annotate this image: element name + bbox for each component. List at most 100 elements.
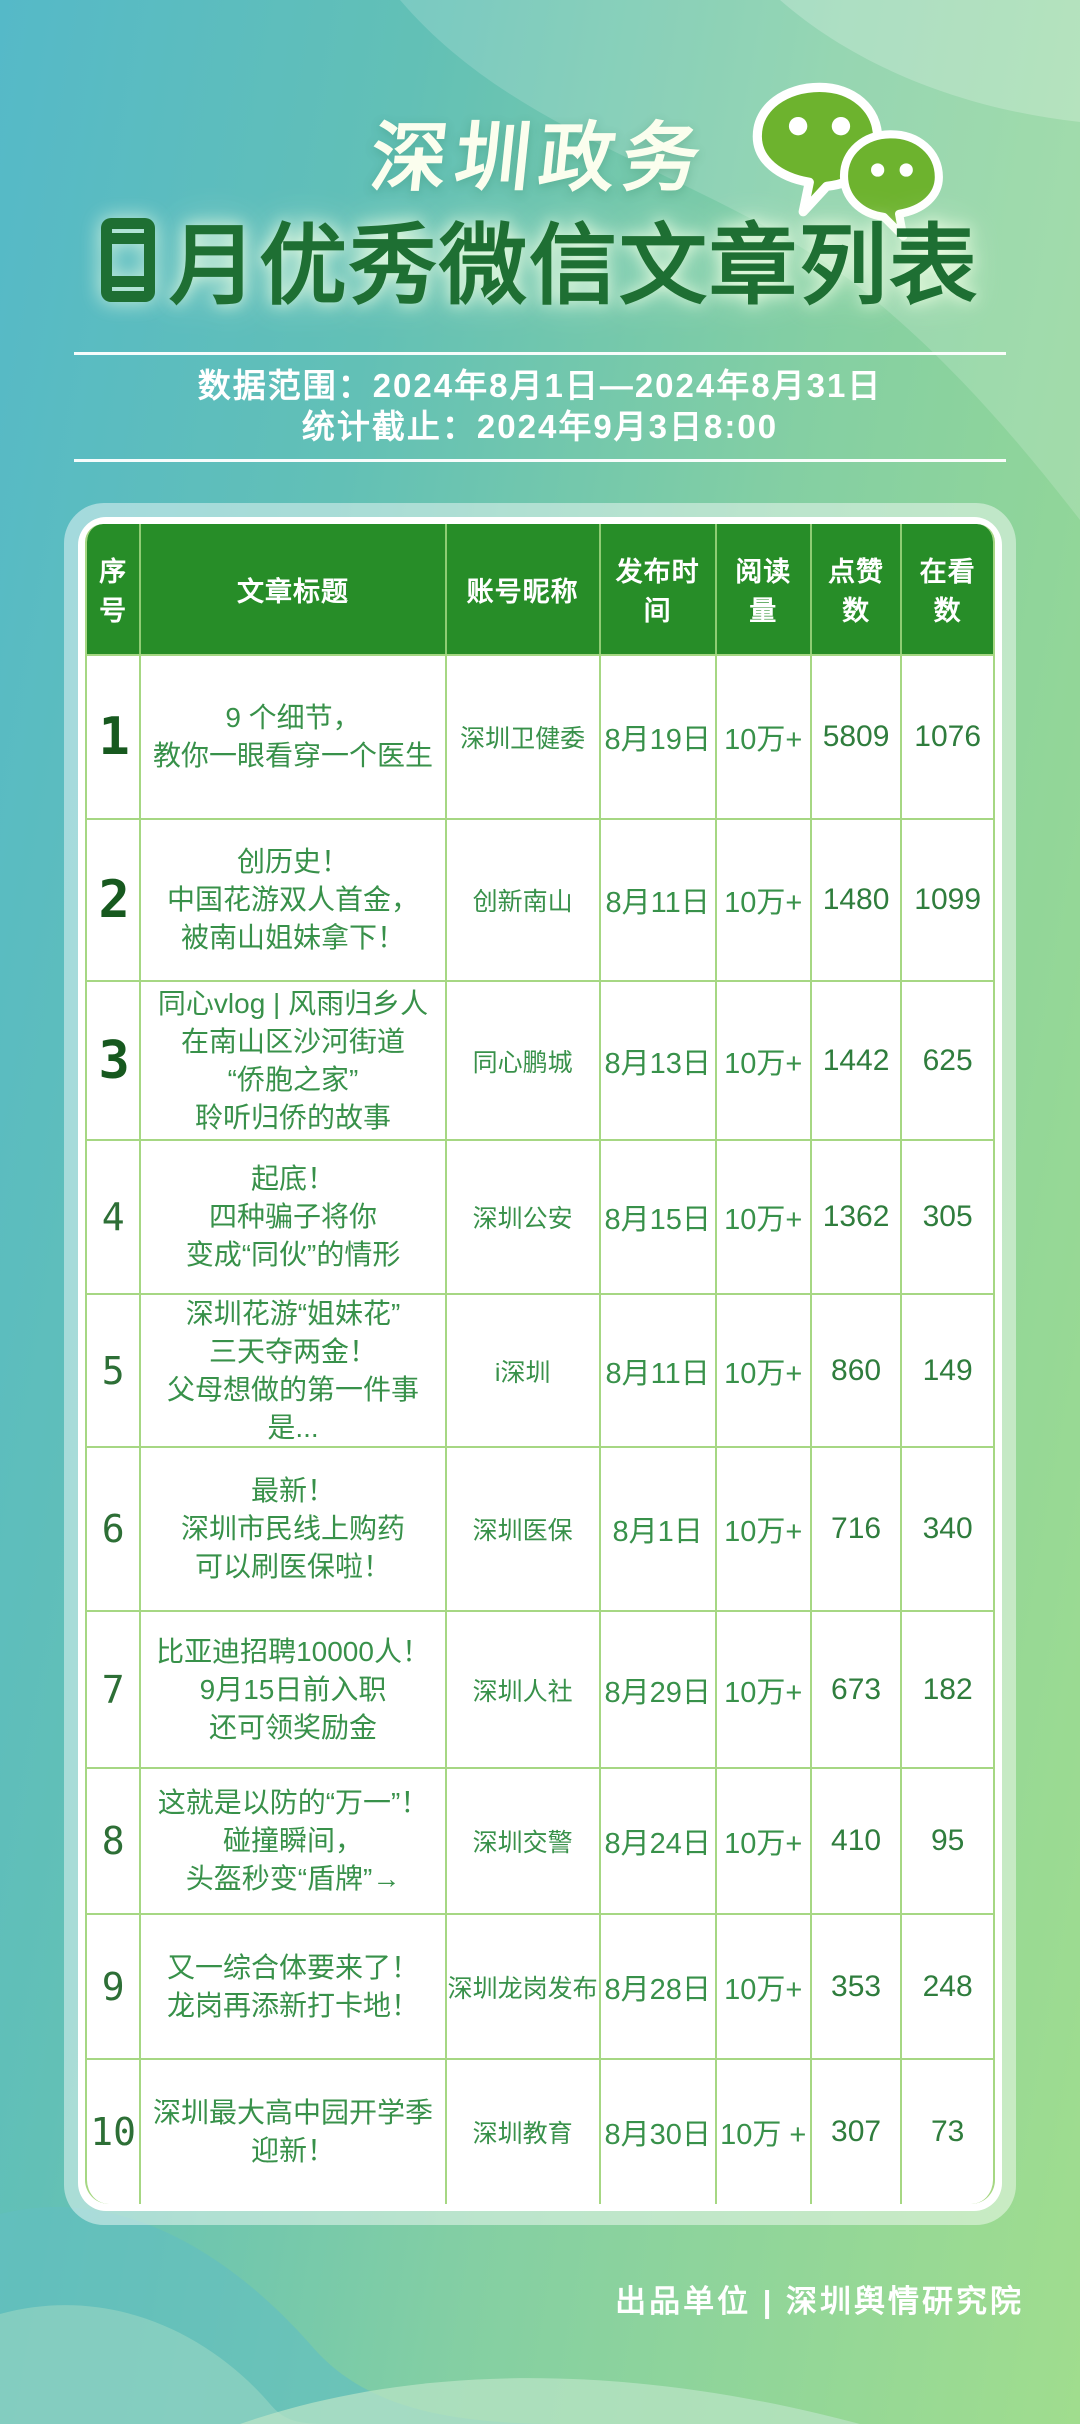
- rank-cell: 2: [87, 820, 142, 980]
- views-cell: 1076: [914, 720, 982, 753]
- date-cell: 8月11日: [601, 1295, 717, 1446]
- col-header-views: 在看数: [919, 557, 976, 626]
- table-row: 4 起底！ 四种骗子将你 变成“同伙”的情形 深圳公安 8月15日 10万+ 1…: [87, 1141, 993, 1295]
- title-cell: 同心vlog | 风雨归乡人 在南山区沙河街道 “侨胞之家” 聆听归侨的故事: [141, 982, 447, 1139]
- title-digit-8: [100, 218, 155, 302]
- account-cell: i深圳: [447, 1295, 601, 1446]
- title-text: 月优秀微信文章列表: [168, 216, 979, 315]
- col-header-reads: 阅读量: [717, 524, 812, 654]
- reads-cell: 10万+: [717, 1295, 812, 1446]
- col-header-likes: 点赞数: [812, 524, 903, 654]
- title-cell: 最新！ 深圳市民线上购药 可以刷医保啦！: [141, 1448, 447, 1610]
- date-cell: 8月30日: [601, 2060, 717, 2204]
- reads-cell: 10万+: [717, 1915, 812, 2058]
- likes-cell: 673: [812, 1612, 903, 1767]
- reads-cell: 10万 +: [717, 2060, 812, 2204]
- date-cell: 8月15日: [601, 1141, 717, 1293]
- reads-cell: 10万+: [717, 982, 812, 1139]
- likes-cell: 1480: [812, 820, 903, 980]
- table-row: 6 最新！ 深圳市民线上购药 可以刷医保啦！ 深圳医保 8月1日 10万+ 71…: [87, 1448, 993, 1612]
- page-title: 月优秀微信文章列表: [0, 216, 1080, 316]
- table-row: 9 又一综合体要来了！ 龙岗再添新打卡地！ 深圳龙岗发布 8月28日 10万+ …: [87, 1915, 993, 2060]
- title-cell: 9 个细节， 教你一眼看穿一个医生: [141, 656, 447, 818]
- articles-table: 序号 文章标题 账号昵称 发布时间 阅读量 点赞数 在看数 1 9 个细节， 教…: [85, 524, 995, 2204]
- views-cell: 305: [922, 1200, 973, 1233]
- account-cell: 深圳人社: [447, 1612, 601, 1767]
- views-cell: 149: [922, 1353, 973, 1387]
- views-cell: 73: [930, 2115, 965, 2148]
- table-row: 3 同心vlog | 风雨归乡人 在南山区沙河街道 “侨胞之家” 聆听归侨的故事…: [87, 982, 993, 1141]
- date-cell: 8月29日: [601, 1612, 717, 1767]
- views-cell: 1099: [914, 883, 982, 916]
- account-cell: 深圳龙岗发布: [447, 1915, 601, 2058]
- reads-cell: 10万+: [717, 1141, 812, 1293]
- likes-cell: 353: [812, 1915, 903, 2058]
- likes-cell: 307: [812, 2060, 903, 2204]
- reads-cell: 10万+: [717, 1612, 812, 1767]
- table-row: 5 深圳花游“姐妹花” 三天夺两金！ 父母想做的第一件事是... i深圳 8月1…: [87, 1295, 993, 1448]
- views-cell: 182: [922, 1672, 973, 1706]
- title-cell: 又一综合体要来了！ 龙岗再添新打卡地！: [141, 1915, 447, 2058]
- rank-cell: 3: [87, 982, 142, 1139]
- title-cell: 起底！ 四种骗子将你 变成“同伙”的情形: [141, 1141, 447, 1293]
- title-cell: 这就是以防的“万一”！ 碰撞瞬间， 头盔秒变“盾牌”→: [141, 1769, 447, 1913]
- account-cell: 创新南山: [447, 820, 601, 980]
- reads-cell: 10万+: [717, 820, 812, 980]
- account-cell: 深圳教育: [447, 2060, 601, 2204]
- date-cell: 8月13日: [601, 982, 717, 1139]
- likes-cell: 860: [812, 1295, 903, 1446]
- rank-cell: 5: [87, 1295, 142, 1446]
- table-row: 1 9 个细节， 教你一眼看穿一个医生 深圳卫健委 8月19日 10万+ 580…: [87, 656, 993, 820]
- wechat-icon: [752, 82, 943, 241]
- reads-cell: 10万+: [717, 1769, 812, 1913]
- views-cell: 248: [922, 1969, 973, 2003]
- title-cell: 深圳花游“姐妹花” 三天夺两金！ 父母想做的第一件事是...: [141, 1295, 447, 1446]
- table-row: 10 深圳最大高中园开学季迎新！ 深圳教育 8月30日 10万 + 307 73: [87, 2060, 993, 2204]
- table-header-row: 序号 文章标题 账号昵称 发布时间 阅读量 点赞数 在看数: [87, 524, 993, 656]
- rank-cell: 8: [87, 1769, 142, 1913]
- rank-cell: 4: [87, 1141, 142, 1293]
- date-cell: 8月19日: [601, 656, 717, 818]
- views-cell: 95: [930, 1824, 965, 1857]
- reads-cell: 10万+: [717, 656, 812, 818]
- col-header-date: 发布时间: [601, 524, 717, 654]
- rank-cell: 7: [87, 1612, 142, 1767]
- title-cell: 创历史！ 中国花游双人首金， 被南山姐妹拿下！: [141, 820, 447, 980]
- reads-cell: 10万+: [717, 1448, 812, 1610]
- meta-block: 数据范围：2024年8月1日—2024年8月31日 统计截止：2024年9月3日…: [74, 352, 1006, 462]
- account-cell: 深圳卫健委: [447, 656, 601, 818]
- account-cell: 同心鹏城: [447, 982, 601, 1139]
- col-header-account: 账号昵称: [447, 524, 601, 654]
- rank-cell: 6: [87, 1448, 142, 1610]
- views-cell: 340: [922, 1512, 973, 1545]
- date-cell: 8月11日: [601, 820, 717, 980]
- meta-data-range: 数据范围：2024年8月1日—2024年8月31日: [197, 367, 883, 404]
- date-cell: 8月1日: [601, 1448, 717, 1610]
- account-cell: 深圳公安: [447, 1141, 601, 1293]
- table-card-rim: 序号 文章标题 账号昵称 发布时间 阅读量 点赞数 在看数 1 9 个细节， 教…: [64, 503, 1016, 2225]
- likes-cell: 1362: [812, 1141, 903, 1293]
- date-cell: 8月28日: [601, 1915, 717, 2058]
- table-row: 7 比亚迪招聘10000人！ 9月15日前入职 还可领奖励金 深圳人社 8月29…: [87, 1612, 993, 1769]
- brand-title: 深圳政务: [366, 116, 712, 201]
- likes-cell: 1442: [812, 982, 903, 1139]
- date-cell: 8月24日: [601, 1769, 717, 1913]
- title-cell: 深圳最大高中园开学季迎新！: [141, 2060, 447, 2204]
- col-header-title: 文章标题: [141, 524, 447, 654]
- col-header-rank: 序号: [87, 524, 142, 654]
- rank-cell: 9: [87, 1915, 142, 2058]
- title-cell: 比亚迪招聘10000人！ 9月15日前入职 还可领奖励金: [141, 1612, 447, 1767]
- likes-cell: 716: [812, 1448, 903, 1610]
- table-card: 序号 文章标题 账号昵称 发布时间 阅读量 点赞数 在看数 1 9 个细节， 教…: [78, 517, 1002, 2211]
- producer-credit: 出品单位 | 深圳舆情研究院: [615, 2284, 1024, 2319]
- rank-cell: 1: [87, 656, 142, 818]
- rank-cell: 10: [87, 2060, 142, 2204]
- account-cell: 深圳医保: [447, 1448, 601, 1610]
- table-row: 8 这就是以防的“万一”！ 碰撞瞬间， 头盔秒变“盾牌”→ 深圳交警 8月24日…: [87, 1769, 993, 1915]
- meta-stats-deadline: 统计截止：2024年9月3日8:00: [301, 408, 779, 445]
- table-row: 2 创历史！ 中国花游双人首金， 被南山姐妹拿下！ 创新南山 8月11日 10万…: [87, 820, 993, 982]
- views-cell: 625: [922, 1043, 973, 1077]
- likes-cell: 5809: [812, 656, 903, 818]
- account-cell: 深圳交警: [447, 1769, 601, 1913]
